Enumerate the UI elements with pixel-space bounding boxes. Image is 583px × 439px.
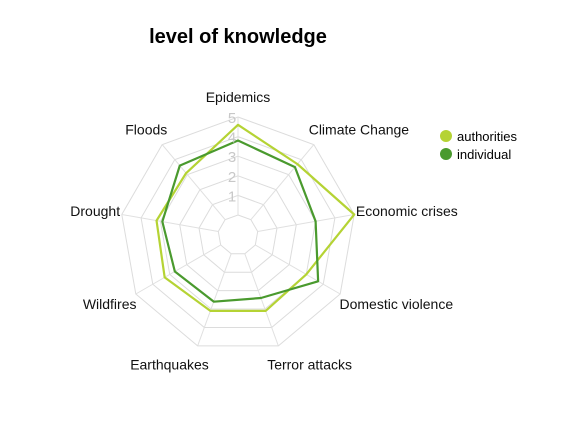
grid-ring (121, 116, 355, 347)
series-line-authorities (155, 123, 356, 312)
grid-ring (140, 136, 336, 328)
legend-label: authorities (457, 128, 517, 144)
scale-tick-label: 5 (228, 110, 236, 127)
axis-label: Terror attacks (267, 357, 352, 373)
grid-spoke (250, 144, 315, 221)
axis-label: Economic crises (356, 203, 458, 219)
legend-item-individual: individual (440, 145, 517, 163)
grid-spoke (197, 253, 232, 347)
scale-tick-label: 4 (228, 130, 236, 147)
axis-label: Domestic violence (340, 296, 454, 312)
legend-label: individual (457, 146, 512, 162)
axis-label: Floods (125, 121, 167, 137)
grid-ring (217, 214, 259, 255)
axis-label: Climate Change (309, 121, 410, 137)
axis-label: Earthquakes (130, 357, 209, 373)
chart-title: level of knowledge (149, 26, 327, 48)
legend-swatch (440, 130, 452, 142)
grid-spoke (244, 253, 279, 347)
grid-ring (159, 155, 317, 310)
radar-grid (121, 116, 355, 347)
grid-ring (198, 194, 278, 273)
radar-series (155, 123, 356, 312)
grid-spoke (135, 244, 221, 295)
grid-spoke (255, 244, 341, 295)
grid-ring (179, 175, 297, 292)
axis-label: Epidemics (206, 89, 271, 105)
grid-spoke (121, 214, 219, 233)
series-line-individual (161, 139, 320, 303)
radar-labels: 1 2 3 4 5 Epidemics Climate Change Economic cri… (70, 89, 458, 373)
scale-tick-label: 3 (228, 149, 236, 166)
grid-spoke (161, 144, 226, 221)
legend-swatch (440, 148, 452, 160)
legend: authorities individual (440, 127, 517, 163)
scale-tick-label: 1 (228, 188, 236, 205)
legend-item-authorities: authorities (440, 127, 517, 145)
axis-label: Wildfires (83, 296, 137, 312)
grid-spoke (257, 214, 355, 233)
axis-label: Drought (70, 203, 120, 219)
scale-tick-label: 2 (228, 169, 236, 186)
